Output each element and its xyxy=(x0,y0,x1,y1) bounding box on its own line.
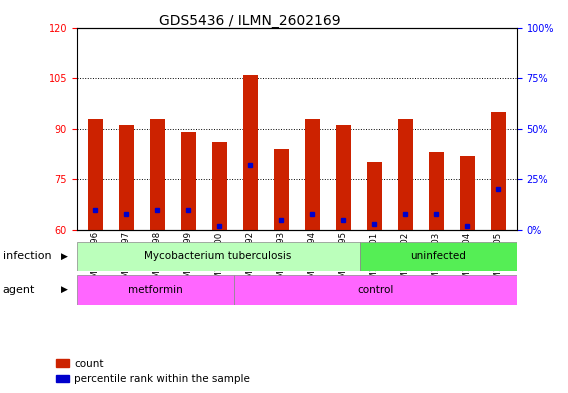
Bar xyxy=(398,119,413,230)
Bar xyxy=(234,275,517,305)
Text: Mycobacterium tuberculosis: Mycobacterium tuberculosis xyxy=(144,252,292,261)
Text: uninfected: uninfected xyxy=(410,252,466,261)
Bar xyxy=(149,119,165,230)
Bar xyxy=(304,119,320,230)
Bar xyxy=(360,242,517,271)
Bar xyxy=(243,75,258,230)
Text: ▶: ▶ xyxy=(61,252,68,261)
Bar xyxy=(87,119,103,230)
Bar xyxy=(181,132,196,230)
Bar xyxy=(336,125,351,230)
Bar xyxy=(211,142,227,230)
Text: ▶: ▶ xyxy=(61,285,68,294)
Text: infection: infection xyxy=(3,252,52,261)
Bar xyxy=(119,125,134,230)
Text: control: control xyxy=(357,285,394,295)
Text: GDS5436 / ILMN_2602169: GDS5436 / ILMN_2602169 xyxy=(159,14,341,28)
Bar xyxy=(366,162,382,230)
Bar xyxy=(428,152,444,230)
Bar xyxy=(274,149,289,230)
Bar xyxy=(491,112,506,230)
Legend: count, percentile rank within the sample: count, percentile rank within the sample xyxy=(56,359,250,384)
Bar xyxy=(77,242,360,271)
Bar xyxy=(460,156,475,230)
Bar xyxy=(77,275,234,305)
Text: metformin: metformin xyxy=(128,285,183,295)
Text: agent: agent xyxy=(3,285,35,295)
